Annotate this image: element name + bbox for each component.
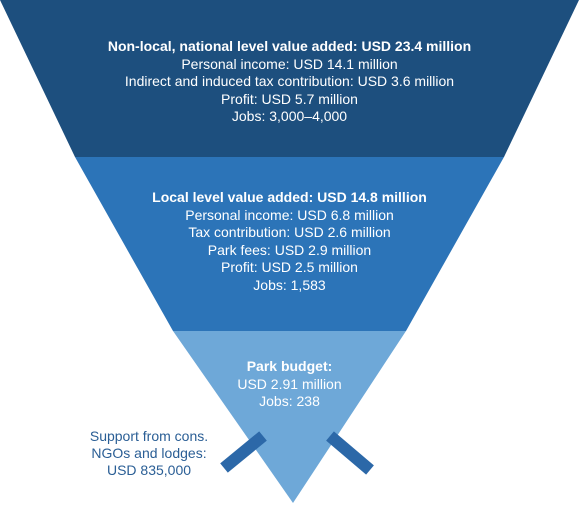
tier-national-line: Indirect and induced tax contribution: U… [124, 73, 455, 89]
tier-local-line: Jobs: 1,583 [253, 276, 326, 293]
support-arrow-right [326, 431, 374, 475]
tier-national-band [0, 0, 579, 157]
tier-national-line: Personal income: USD 14.1 million [181, 55, 398, 72]
support-label: Support from cons. NGOs and lodges: USD … [64, 428, 234, 479]
tier-local-line: Personal income: USD 6.8 million [185, 206, 394, 223]
tier-local-line: Park fees: USD 2.9 million [207, 241, 372, 258]
tier-national-line: Profit: USD 5.7 million [221, 90, 358, 107]
tier-local-band [75, 157, 504, 331]
tier-national-text: Non-local, national level value added: U… [0, 38, 579, 126]
tier-park-line: USD 2.91 million [237, 375, 342, 392]
support-arrow-left [220, 431, 267, 473]
tier-national-heading: Non-local, national level value added: U… [107, 38, 472, 54]
tier-park-band [173, 331, 406, 503]
tier-park-line: Jobs: 238 [259, 393, 320, 409]
tier-local-line: Tax contribution: USD 2.6 million [188, 224, 391, 240]
tier-local-text: Local level value added: USD 14.8 millio… [0, 189, 579, 294]
support-line: USD 835,000 [106, 462, 192, 478]
support-line: Support from cons. [89, 428, 209, 444]
tier-park-text: Park budget: USD 2.91 million Jobs: 238 [0, 358, 579, 411]
support-line: NGOs and lodges: [91, 445, 207, 461]
tier-local-line: Profit: USD 2.5 million [221, 259, 358, 275]
tier-park-heading: Park budget: [246, 358, 333, 374]
tier-national-line: Jobs: 3,000–4,000 [231, 108, 348, 124]
tier-local-heading: Local level value added: USD 14.8 millio… [152, 189, 427, 205]
